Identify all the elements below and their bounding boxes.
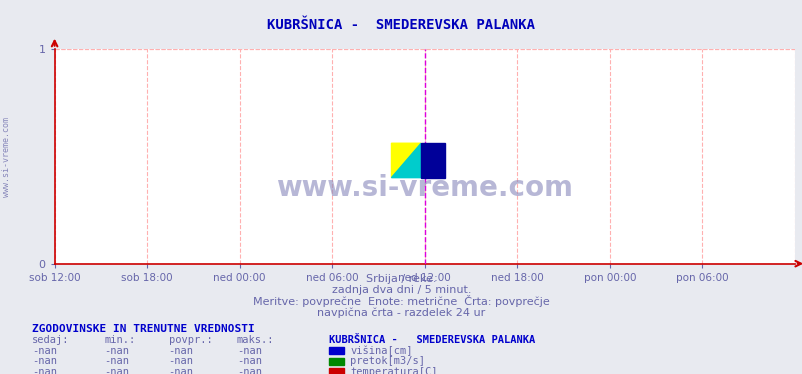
Text: KUBRŠNICA -  SMEDEREVSKA PALANKA: KUBRŠNICA - SMEDEREVSKA PALANKA	[267, 18, 535, 33]
Text: -nan: -nan	[32, 356, 57, 366]
Text: KUBRŠNICA -   SMEDEREVSKA PALANKA: KUBRŠNICA - SMEDEREVSKA PALANKA	[329, 335, 535, 345]
Text: maks.:: maks.:	[237, 335, 274, 345]
Text: -nan: -nan	[237, 356, 261, 366]
Text: -nan: -nan	[168, 367, 193, 374]
Text: Srbija / reke.: Srbija / reke.	[366, 274, 436, 283]
Text: min.:: min.:	[104, 335, 136, 345]
Text: -nan: -nan	[237, 367, 261, 374]
Text: -nan: -nan	[104, 367, 129, 374]
Text: -nan: -nan	[104, 346, 129, 356]
Text: -nan: -nan	[32, 367, 57, 374]
Text: sedaj:: sedaj:	[32, 335, 70, 345]
Polygon shape	[391, 143, 420, 178]
Text: zadnja dva dni / 5 minut.: zadnja dva dni / 5 minut.	[331, 285, 471, 295]
Text: pretok[m3/s]: pretok[m3/s]	[350, 356, 424, 366]
Text: www.si-vreme.com: www.si-vreme.com	[276, 174, 573, 202]
Text: -nan: -nan	[168, 346, 193, 356]
Text: višina[cm]: višina[cm]	[350, 346, 412, 356]
Text: www.si-vreme.com: www.si-vreme.com	[2, 117, 11, 197]
Polygon shape	[420, 143, 444, 178]
Text: Meritve: povprečne  Enote: metrične  Črta: povprečje: Meritve: povprečne Enote: metrične Črta:…	[253, 295, 549, 307]
Text: povpr.:: povpr.:	[168, 335, 212, 345]
Text: -nan: -nan	[104, 356, 129, 366]
Text: ZGODOVINSKE IN TRENUTNE VREDNOSTI: ZGODOVINSKE IN TRENUTNE VREDNOSTI	[32, 324, 254, 334]
Polygon shape	[391, 143, 420, 178]
Text: -nan: -nan	[237, 346, 261, 356]
Text: -nan: -nan	[168, 356, 193, 366]
Text: navpična črta - razdelek 24 ur: navpična črta - razdelek 24 ur	[317, 307, 485, 318]
Text: -nan: -nan	[32, 346, 57, 356]
Text: temperatura[C]: temperatura[C]	[350, 367, 437, 374]
